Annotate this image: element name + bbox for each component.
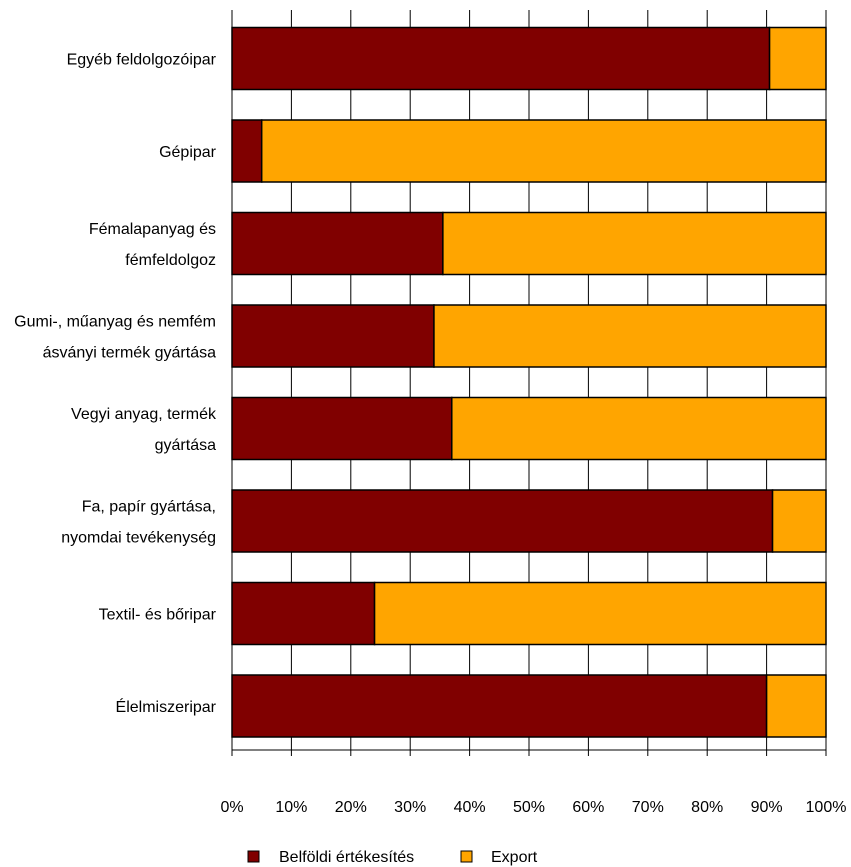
bar-segment-export <box>771 489 827 553</box>
bar-segment-belfoldi <box>231 304 435 368</box>
bar-segment-belfoldi <box>231 396 453 461</box>
category-label: Fa, papír gyártása, nyomdai tevékenység <box>61 499 216 547</box>
category-label: Élelmiszeripar <box>116 697 217 716</box>
category-label: Fémalapanyag és fémfeldolgoz <box>89 221 216 269</box>
bar-segment-export <box>451 396 827 461</box>
x-tick-label: 20% <box>335 799 367 816</box>
legend-swatch-belfoldi <box>247 850 260 863</box>
x-tick-labels: 0% 10% 20% 30% 40% 50% 60% 70% 80% 90% 100% <box>220 799 846 816</box>
bars <box>231 26 827 738</box>
bar-segment-belfoldi <box>231 119 263 183</box>
x-tick-label: 100% <box>806 799 847 816</box>
x-tick-label: 0% <box>220 799 243 816</box>
bar-segment-belfoldi <box>231 489 774 553</box>
x-tick-label: 90% <box>751 799 783 816</box>
bar-segment-belfoldi <box>231 581 376 646</box>
x-tick-label: 80% <box>691 799 723 816</box>
x-tick-label: 70% <box>632 799 664 816</box>
bar-segment-export <box>260 119 827 183</box>
legend-label-export: Export <box>491 849 538 866</box>
bar-segment-belfoldi <box>231 26 771 91</box>
bar-segment-belfoldi <box>231 674 768 738</box>
legend-label-belfoldi: Belföldi értékesítés <box>279 849 414 866</box>
bar-segment-export <box>768 26 827 91</box>
legend: Belföldi értékesítés Export <box>247 849 538 866</box>
axes <box>231 10 827 756</box>
bar-segment-export <box>373 581 827 646</box>
bar-segment-export <box>433 304 827 368</box>
category-label: Textil- és bőripar <box>99 607 217 624</box>
legend-swatch-export <box>460 850 473 863</box>
x-tick-label: 30% <box>394 799 426 816</box>
category-label: Gépipar <box>159 144 217 161</box>
x-tick-label: 50% <box>513 799 545 816</box>
bar-segment-export <box>765 674 827 738</box>
category-label: Vegyi anyag, termék gyártása <box>71 406 217 454</box>
x-tick-label: 60% <box>572 799 604 816</box>
bar-segment-export <box>442 211 827 276</box>
x-tick-label: 40% <box>454 799 486 816</box>
bar-segment-belfoldi <box>231 211 444 276</box>
category-label: Egyéb feldolgozóipar <box>67 52 217 69</box>
category-label: Gumi-, műanyag és nemfém ásványi termék g… <box>14 314 216 362</box>
x-tick-label: 10% <box>275 799 307 816</box>
category-labels: Egyéb feldolgozóipar Gépipar Fémalapanyag … <box>14 52 217 717</box>
